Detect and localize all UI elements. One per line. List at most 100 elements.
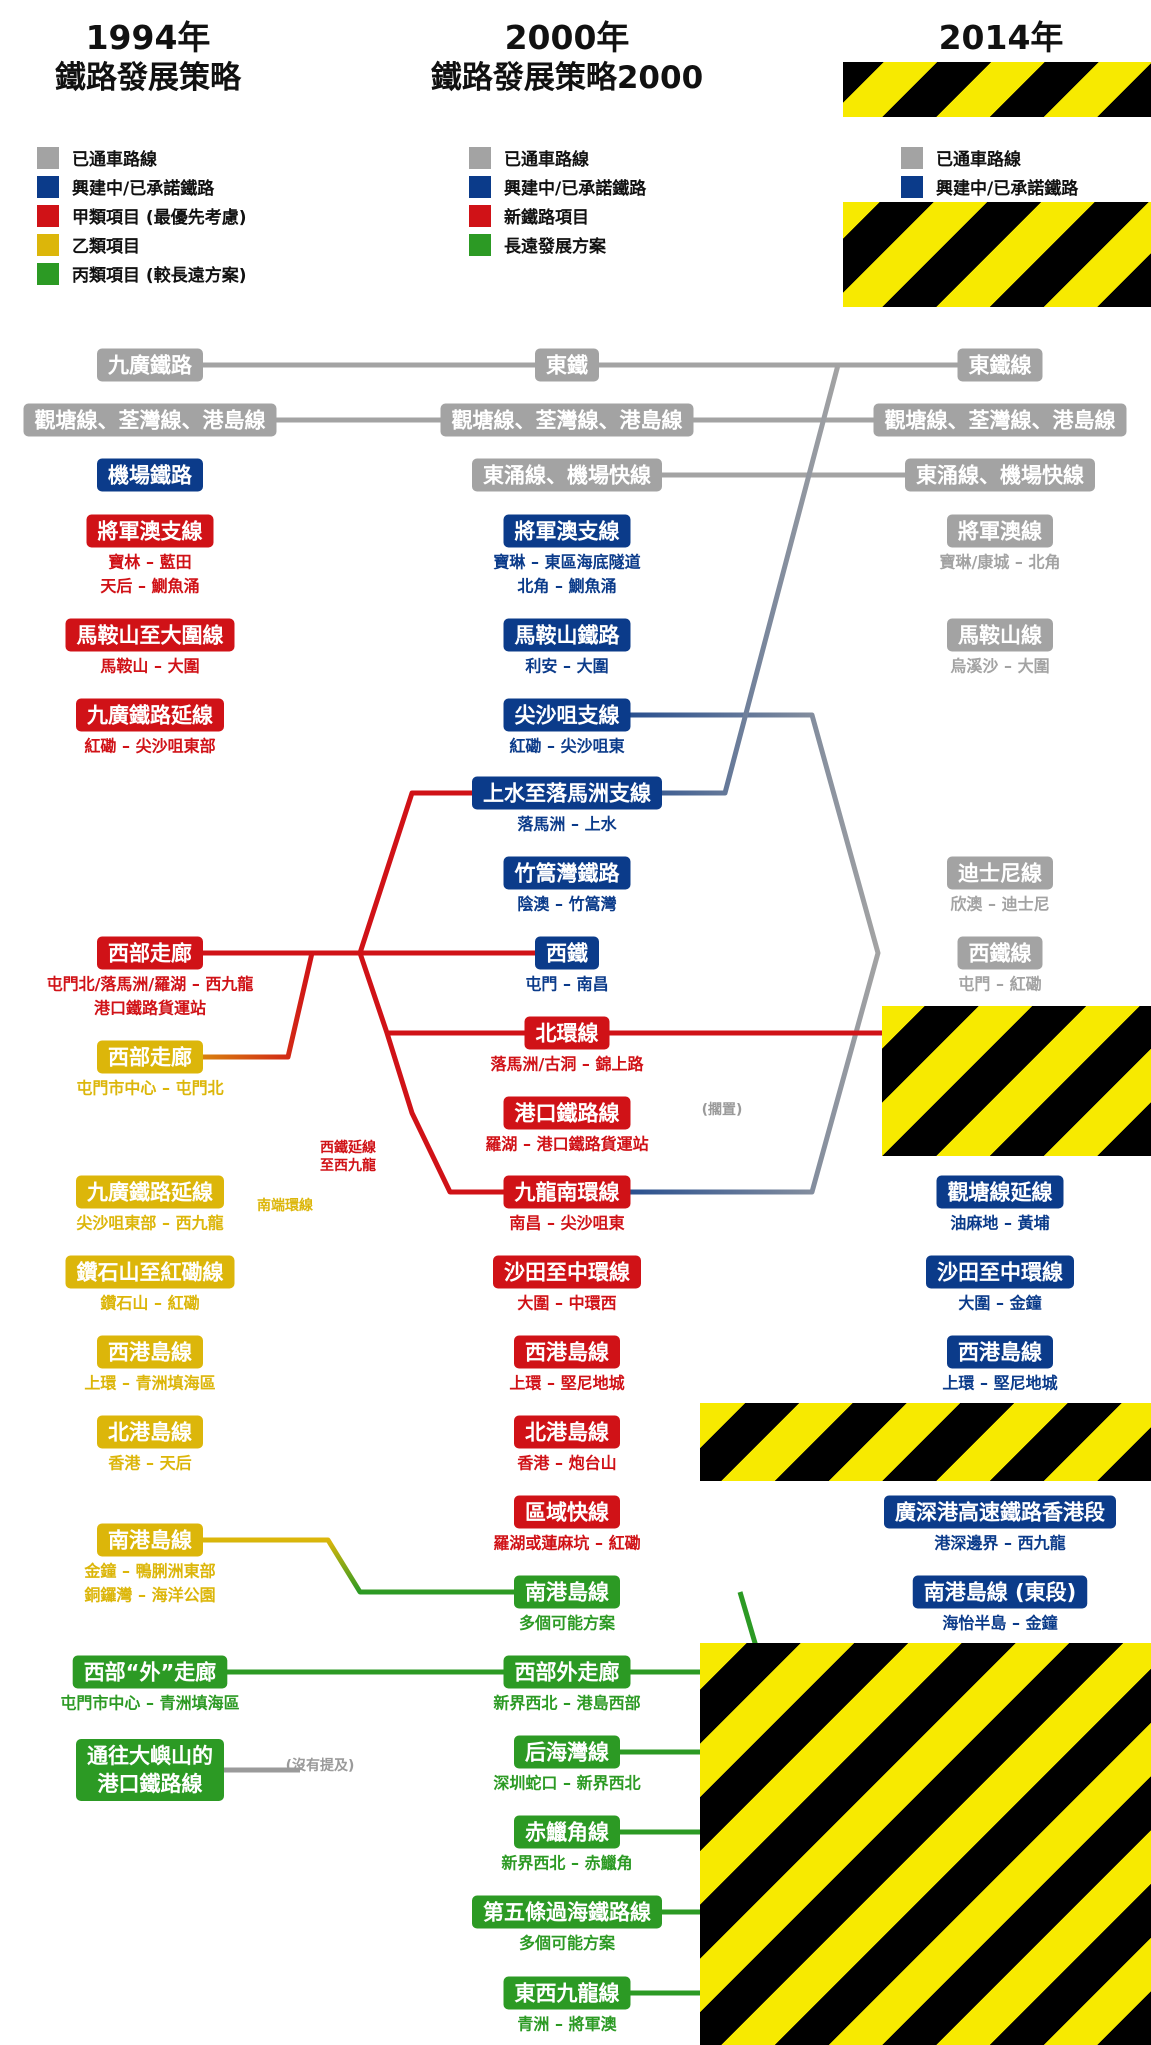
node-subtitle: 新界西北 – 港島西部 (493, 1694, 640, 1713)
legend-item: 乙類項目 (37, 230, 246, 259)
node-subtitle: 紅磡 – 尖沙咀東 (509, 737, 624, 756)
node-box (514, 1335, 620, 1369)
node-box (503, 618, 631, 652)
node-label: 上水至落馬洲支線 (483, 782, 651, 806)
node-box (65, 618, 235, 652)
node-label: 九廣鐵路延線 (86, 704, 213, 728)
node-box (97, 936, 203, 970)
node-label: 九廣鐵路延線 (86, 1181, 213, 1205)
node-label: 尖沙咀支線 (515, 704, 620, 728)
node-subtitle: 天后 – 鰂魚涌 (100, 577, 199, 596)
node-subtitle: 屯門市中心 – 屯門北 (76, 1079, 223, 1098)
year-label: 1994年 (85, 18, 211, 57)
node-label: 東西九龍線 (515, 1982, 620, 2006)
node-box (947, 618, 1053, 652)
column-heading-2014: 2014年 (939, 18, 1064, 58)
node-subtitle: 多個可能方案 (519, 1614, 616, 1633)
node-subtitle: 香港 – 炮台山 (516, 1454, 616, 1473)
node-box (926, 1255, 1074, 1289)
node-label: 通往大嶼山的 (87, 1744, 213, 1768)
legend-swatch (469, 233, 491, 256)
node-subtitle: 北角 – 鰂魚涌 (517, 577, 616, 596)
node-subtitle: 多個可能方案 (519, 1934, 616, 1953)
node-subtitle: 大圍 – 金鐘 (958, 1294, 1041, 1313)
line-node-b2: 觀塘線、荃灣線、港島線 (440, 403, 694, 437)
node-subtitle: 上環 – 堅尼地城 (509, 1374, 624, 1393)
node-label: 南港島線 (108, 1529, 192, 1553)
node-label: 迪士尼線 (958, 862, 1042, 886)
node-label: 港口鐵路線 (98, 1772, 203, 1796)
node-subtitle: 落馬洲 – 上水 (517, 815, 617, 834)
node-label: 馬鞍山鐵路 (515, 624, 621, 648)
legend-2000: 已通車路線 興建中/已承諾鐵路 新鐵路項目 長遠發展方案 (469, 143, 646, 259)
node-subtitle: 香港 – 天后 (107, 1454, 191, 1473)
node-box (86, 514, 214, 548)
node-label: 將軍澳支線 (515, 520, 620, 544)
annotation-n4: 西鐵延線 (320, 1139, 376, 1156)
hazard-stripe-block (882, 1006, 1151, 1156)
node-subtitle: 銅鑼灣 – 海洋公園 (84, 1586, 215, 1605)
line-node-c3: 東涌線、機場快線 (905, 458, 1095, 492)
node-label: 沙田至中環線 (504, 1261, 630, 1285)
node-label: 西部走廊 (108, 942, 192, 966)
node-label: 觀塘線、荃灣線、港島線 (452, 409, 683, 433)
legend-swatch (469, 146, 491, 169)
node-label: 西港島線 (108, 1341, 192, 1365)
legend-swatch (37, 146, 59, 169)
node-box (472, 776, 662, 810)
node-label: 東鐵線 (969, 354, 1032, 378)
line-node-a2: 觀塘線、荃灣線、港島線 (23, 403, 277, 437)
legend-swatch (901, 175, 923, 198)
node-subtitle: 烏溪沙 – 大圍 (950, 657, 1049, 676)
node-label: 北環線 (536, 1022, 599, 1046)
node-box (936, 1175, 1064, 1209)
node-subtitle: 欣澳 – 迪士尼 (950, 895, 1049, 914)
node-subtitle: 上環 – 青洲填海區 (84, 1374, 215, 1393)
node-label: 九龍南環線 (514, 1181, 620, 1205)
line-node-c2: 觀塘線、荃灣線、港島線 (873, 403, 1127, 437)
node-box (503, 1175, 631, 1209)
legend-label: 已通車路線 (936, 150, 1021, 170)
column-title: 鐵路發展策略2000 (430, 60, 704, 96)
node-subtitle: 羅湖 – 港口鐵路貨運站 (485, 1135, 648, 1154)
node-label: 東鐵 (546, 354, 588, 378)
node-box (493, 1255, 641, 1289)
node-label: 西部“外”走廊 (84, 1661, 217, 1685)
annotation-n1: (擱置) (702, 1101, 743, 1118)
legend-item: 丙類項目 (較長遠方案) (37, 259, 246, 288)
node-subtitle: 利安 – 大圍 (525, 657, 608, 676)
legend-item: 長遠發展方案 (469, 230, 646, 259)
legend-item: 甲類項目 (最優先考慮) (37, 201, 246, 230)
legend-swatch (37, 175, 59, 198)
node-box (503, 1096, 631, 1130)
node-subtitle: 馬鞍山 – 大圍 (100, 657, 199, 676)
node-label: 機場鐵路 (108, 464, 193, 488)
legend-swatch (901, 146, 923, 169)
node-label: 西部外走廊 (515, 1661, 620, 1685)
node-box (472, 458, 662, 492)
node-box (97, 348, 203, 382)
node-label: 將軍澳線 (958, 520, 1042, 544)
node-label: 后海灣線 (525, 1741, 609, 1765)
node-subtitle: 羅湖或蓮麻坑 – 紅磡 (493, 1534, 640, 1553)
legend-label: 興建中/已承諾鐵路 (936, 179, 1079, 199)
legend-item: 興建中/已承諾鐵路 (469, 172, 646, 201)
node-label: 西港島線 (958, 1341, 1042, 1365)
